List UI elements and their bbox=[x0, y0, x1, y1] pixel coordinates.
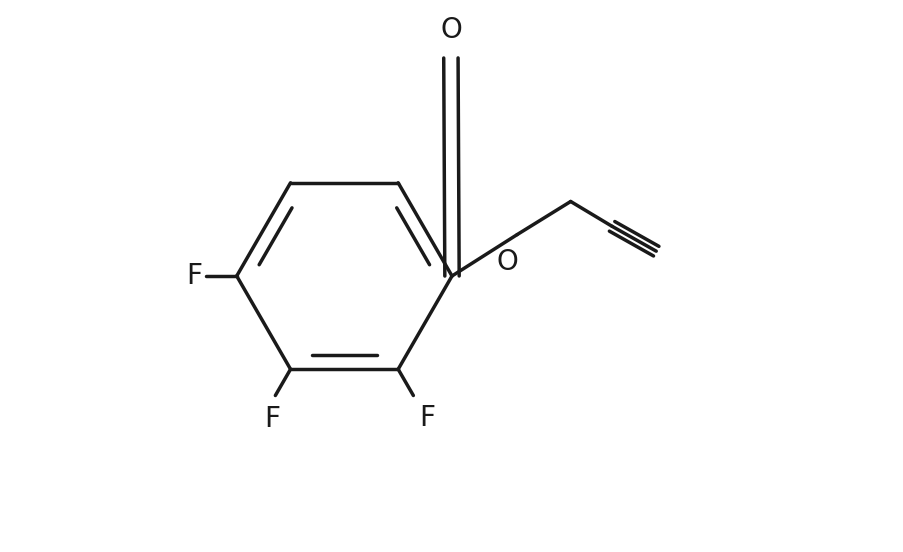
Text: O: O bbox=[496, 248, 517, 277]
Text: F: F bbox=[186, 262, 201, 290]
Text: O: O bbox=[440, 16, 461, 44]
Text: F: F bbox=[265, 406, 280, 433]
Text: F: F bbox=[418, 404, 434, 432]
